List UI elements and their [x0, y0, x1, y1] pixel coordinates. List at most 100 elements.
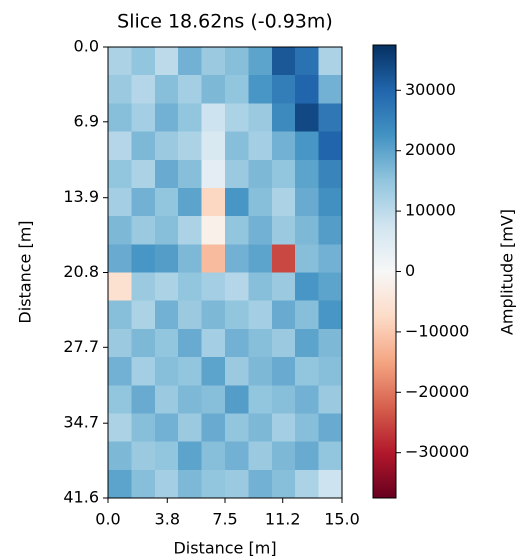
cell [271, 187, 296, 217]
cell [108, 385, 132, 414]
colorbar-tick-label: 20000 [405, 140, 456, 159]
cell [295, 441, 320, 471]
cell [154, 385, 179, 414]
cell [178, 469, 203, 499]
cell [201, 469, 226, 499]
cell [154, 159, 179, 189]
cell [225, 300, 249, 330]
y-tick-label: 13.9 [63, 187, 99, 206]
cell [295, 187, 320, 217]
cell [248, 469, 273, 499]
cell [248, 131, 273, 161]
cell [201, 385, 226, 414]
cell [131, 103, 156, 133]
cell [131, 187, 156, 217]
cell [131, 385, 156, 414]
cell [178, 131, 203, 161]
cell [154, 357, 179, 386]
x-tick-label: 7.5 [212, 510, 237, 529]
cell [108, 357, 132, 386]
cell [295, 300, 320, 330]
cell [248, 103, 273, 133]
cell [108, 187, 132, 217]
cell [201, 300, 226, 330]
colorbar-tick-label: −10000 [405, 321, 469, 340]
cell [225, 328, 249, 358]
cell [201, 187, 226, 217]
cell [131, 272, 156, 302]
cell [271, 159, 296, 189]
cell [318, 328, 343, 358]
cell [248, 159, 273, 189]
cell [248, 272, 273, 302]
colorbar [373, 45, 396, 498]
cell [295, 385, 320, 414]
cell [178, 300, 203, 330]
y-tick-label: 27.7 [63, 337, 99, 356]
cell [154, 469, 179, 499]
cell [295, 75, 320, 104]
cell [271, 272, 296, 302]
x-tick-label: 0.0 [95, 510, 120, 529]
cell [225, 159, 249, 189]
cell [201, 244, 226, 273]
cell [178, 272, 203, 302]
cell [131, 131, 156, 161]
x-tick-label: 15.0 [324, 510, 360, 529]
cell [225, 385, 249, 414]
colorbar-label: Amplitude [mV] [498, 209, 517, 335]
cell [318, 272, 343, 302]
cell [201, 328, 226, 358]
cell [318, 441, 343, 471]
cell [248, 357, 273, 386]
cell [271, 75, 296, 104]
cell [225, 103, 249, 133]
cell [271, 131, 296, 161]
cell [248, 328, 273, 358]
cell [318, 131, 343, 161]
cell [154, 187, 179, 217]
x-tick-label: 3.8 [155, 510, 180, 529]
cell [248, 441, 273, 471]
cell [318, 75, 343, 104]
cell [318, 187, 343, 217]
cell [248, 413, 273, 443]
cell [131, 441, 156, 471]
cell [131, 244, 156, 273]
cell [225, 47, 249, 76]
cell [108, 441, 132, 471]
colorbar-frame [372, 44, 397, 499]
cell [131, 328, 156, 358]
cell [248, 75, 273, 104]
cell [131, 159, 156, 189]
cell [318, 244, 343, 273]
cell [225, 357, 249, 386]
colorbar-tick-label: 0 [405, 261, 415, 280]
cell [295, 413, 320, 443]
cell [108, 244, 132, 273]
cell [318, 469, 343, 499]
cell [201, 47, 226, 76]
cell [178, 328, 203, 358]
cell [108, 103, 132, 133]
cell [295, 244, 320, 273]
cell [225, 441, 249, 471]
cell [154, 300, 179, 330]
cell [225, 469, 249, 499]
cell [178, 187, 203, 217]
cell [271, 469, 296, 499]
cell [108, 413, 132, 443]
cell [225, 216, 249, 245]
cell [271, 300, 296, 330]
cell [295, 159, 320, 189]
cell [108, 47, 132, 76]
cell [131, 47, 156, 76]
cell [271, 385, 296, 414]
cell [131, 75, 156, 104]
cell [108, 328, 132, 358]
cell [154, 216, 179, 245]
cell [225, 187, 249, 217]
y-axis-label: Distance [m] [16, 220, 35, 323]
